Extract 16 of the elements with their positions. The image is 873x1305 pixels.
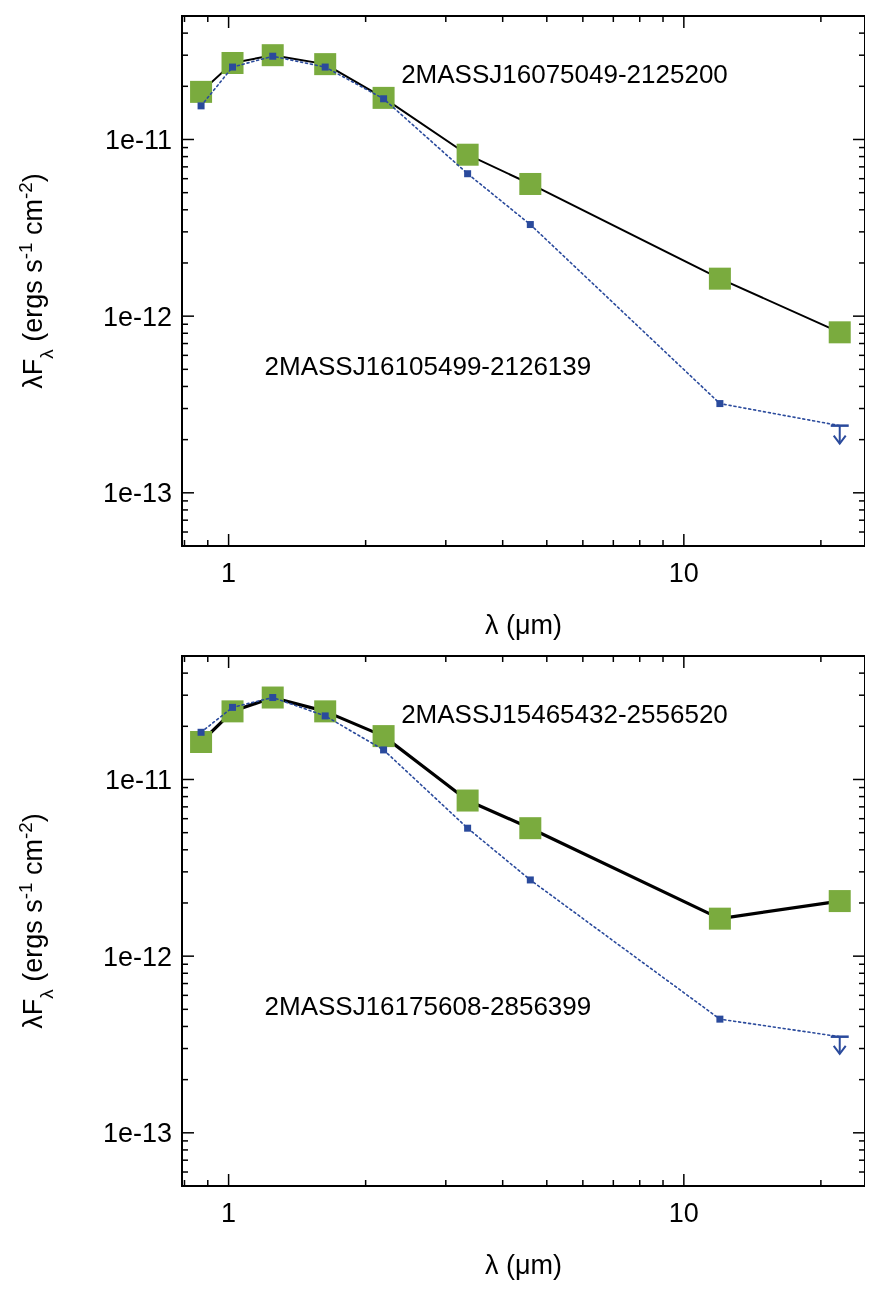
x-tick-label: 10 — [668, 1198, 699, 1228]
y-tick-label: 1e-12 — [102, 301, 172, 332]
x-axis-title: λ (μm) — [484, 1250, 563, 1280]
text: 2MASSJ16175608-2856399 — [264, 990, 592, 1021]
series-label: 2MASSJ15465432-2556520 — [401, 699, 728, 730]
y-tick-label: 1e-13 — [102, 1118, 172, 1149]
x-tick-label: 10 — [668, 558, 699, 588]
y-tick-label: 1e-12 — [102, 941, 172, 972]
x-tick-label: 1 — [221, 558, 237, 588]
series-label: 2MASSJ16075049-2125200 — [401, 59, 728, 90]
x-tick-label: 1 — [221, 1198, 237, 1228]
y-tick-label: 1e-11 — [104, 764, 172, 795]
series-label: 2MASSJ16105499-2126139 — [264, 350, 592, 381]
x-axis-title: λ (μm) — [484, 610, 563, 640]
y-tick-label: 1e-13 — [102, 478, 172, 509]
y-tick-label: 1e-11 — [104, 124, 172, 155]
